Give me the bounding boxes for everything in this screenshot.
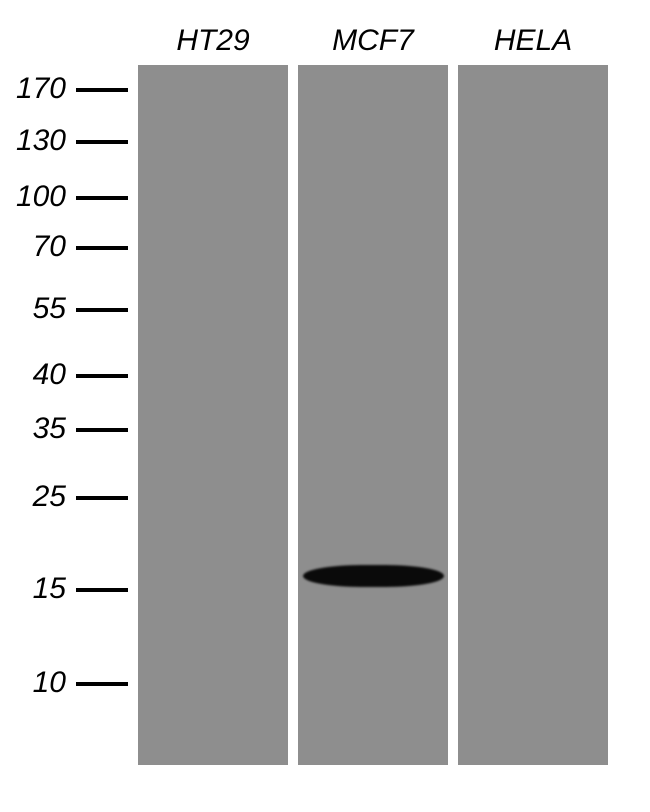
mw-label: 10	[0, 666, 66, 700]
lane-label: HT29	[138, 24, 288, 58]
mw-dash	[76, 88, 128, 92]
mw-label: 55	[0, 292, 66, 326]
mw-dash	[76, 588, 128, 592]
western-blot-figure: 170 130 100 70 55 40 35 25 15 10 HT29 MC…	[0, 0, 650, 812]
protein-band	[303, 565, 444, 587]
lane-label: HELA	[458, 24, 608, 58]
mw-dash	[76, 428, 128, 432]
mw-label: 70	[0, 230, 66, 264]
blot-lane-mcf7	[298, 65, 448, 765]
mw-dash	[76, 682, 128, 686]
mw-dash	[76, 374, 128, 378]
blot-lane-hela	[458, 65, 608, 765]
mw-label: 25	[0, 480, 66, 514]
mw-dash	[76, 308, 128, 312]
mw-label: 40	[0, 358, 66, 392]
mw-label: 130	[0, 124, 66, 158]
mw-label: 35	[0, 412, 66, 446]
lane-label: MCF7	[298, 24, 448, 58]
mw-label: 100	[0, 180, 66, 214]
mw-dash	[76, 140, 128, 144]
mw-label: 15	[0, 572, 66, 606]
mw-label: 170	[0, 72, 66, 106]
blot-lane-ht29	[138, 65, 288, 765]
mw-dash	[76, 246, 128, 250]
mw-dash	[76, 496, 128, 500]
mw-dash	[76, 196, 128, 200]
